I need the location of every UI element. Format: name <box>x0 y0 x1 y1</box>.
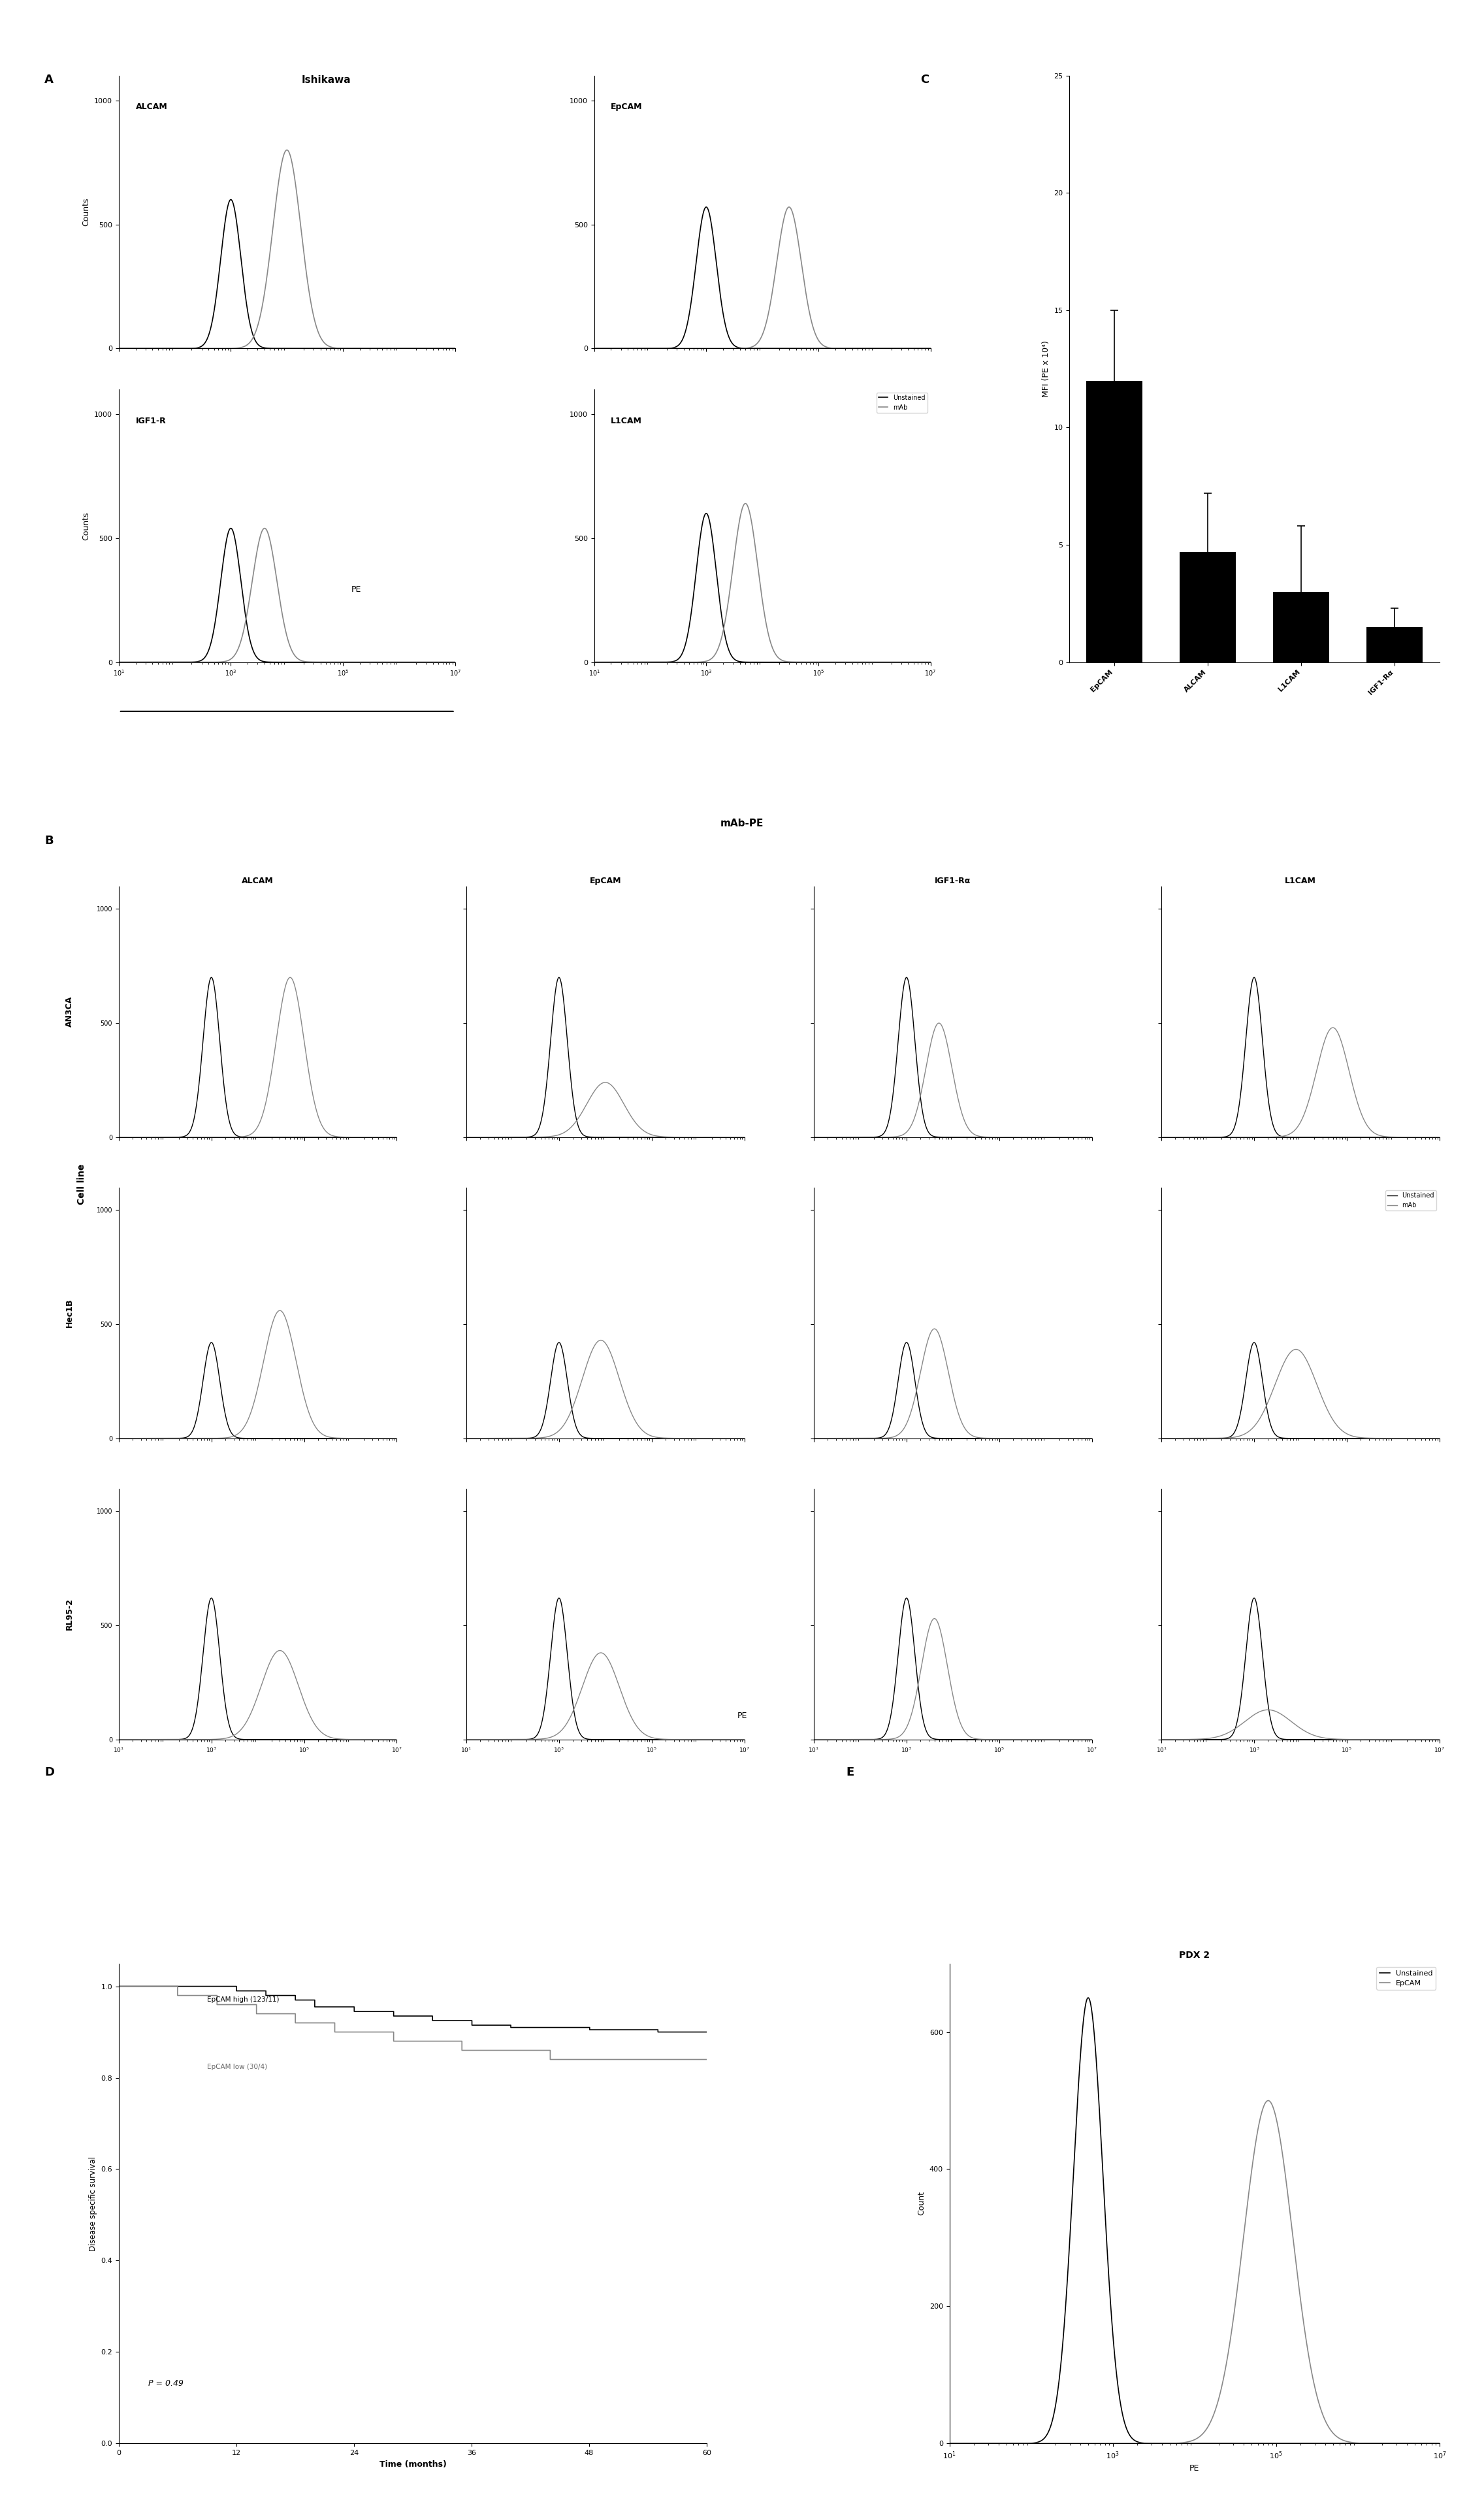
Text: D: D <box>45 1766 55 1778</box>
Y-axis label: Count: Count <box>917 2192 926 2217</box>
Text: EpCAM low (30/4): EpCAM low (30/4) <box>206 2063 267 2071</box>
Title: PDX 2: PDX 2 <box>1180 1950 1209 1960</box>
Y-axis label: Hec1B: Hec1B <box>65 1297 74 1328</box>
Title: IGF1-Rα: IGF1-Rα <box>935 877 971 884</box>
Bar <box>1367 627 1423 662</box>
Text: Cell line: Cell line <box>77 1164 86 1204</box>
Legend: Unstained, EpCAM: Unstained, EpCAM <box>1377 1967 1437 1990</box>
Bar <box>1180 552 1236 662</box>
Y-axis label: Disease specific survival: Disease specific survival <box>89 2156 96 2252</box>
Y-axis label: AN3CA: AN3CA <box>65 995 74 1028</box>
Text: P = 0.49: P = 0.49 <box>148 2380 184 2388</box>
Text: EpCAM: EpCAM <box>611 103 643 111</box>
X-axis label: PE: PE <box>1189 2464 1199 2474</box>
Y-axis label: Counts: Counts <box>82 511 91 539</box>
X-axis label: Time (months): Time (months) <box>380 2461 447 2469</box>
Text: IGF1-R: IGF1-R <box>135 416 166 426</box>
Text: A: A <box>45 73 53 86</box>
Text: ALCAM: ALCAM <box>135 103 168 111</box>
Bar <box>1086 380 1143 662</box>
Text: L1CAM: L1CAM <box>611 416 643 426</box>
Text: EpCAM high (123/11): EpCAM high (123/11) <box>206 1998 279 2003</box>
Legend: Unstained, mAb: Unstained, mAb <box>877 393 928 413</box>
Text: mAb-PE: mAb-PE <box>720 819 764 829</box>
Legend: Unstained, mAb: Unstained, mAb <box>1386 1191 1437 1212</box>
Y-axis label: RL95-2: RL95-2 <box>65 1597 74 1630</box>
Text: PE: PE <box>352 584 361 594</box>
Text: PE: PE <box>738 1710 746 1720</box>
Title: ALCAM: ALCAM <box>242 877 273 884</box>
Title: L1CAM: L1CAM <box>1285 877 1316 884</box>
Y-axis label: Counts: Counts <box>82 199 91 227</box>
Text: E: E <box>846 1766 853 1778</box>
Bar <box>1273 592 1330 662</box>
Text: C: C <box>920 73 929 86</box>
Text: Ishikawa: Ishikawa <box>301 76 352 86</box>
Y-axis label: MFI (PE x 10⁴): MFI (PE x 10⁴) <box>1042 340 1051 398</box>
Text: B: B <box>45 834 53 846</box>
Title: EpCAM: EpCAM <box>589 877 622 884</box>
